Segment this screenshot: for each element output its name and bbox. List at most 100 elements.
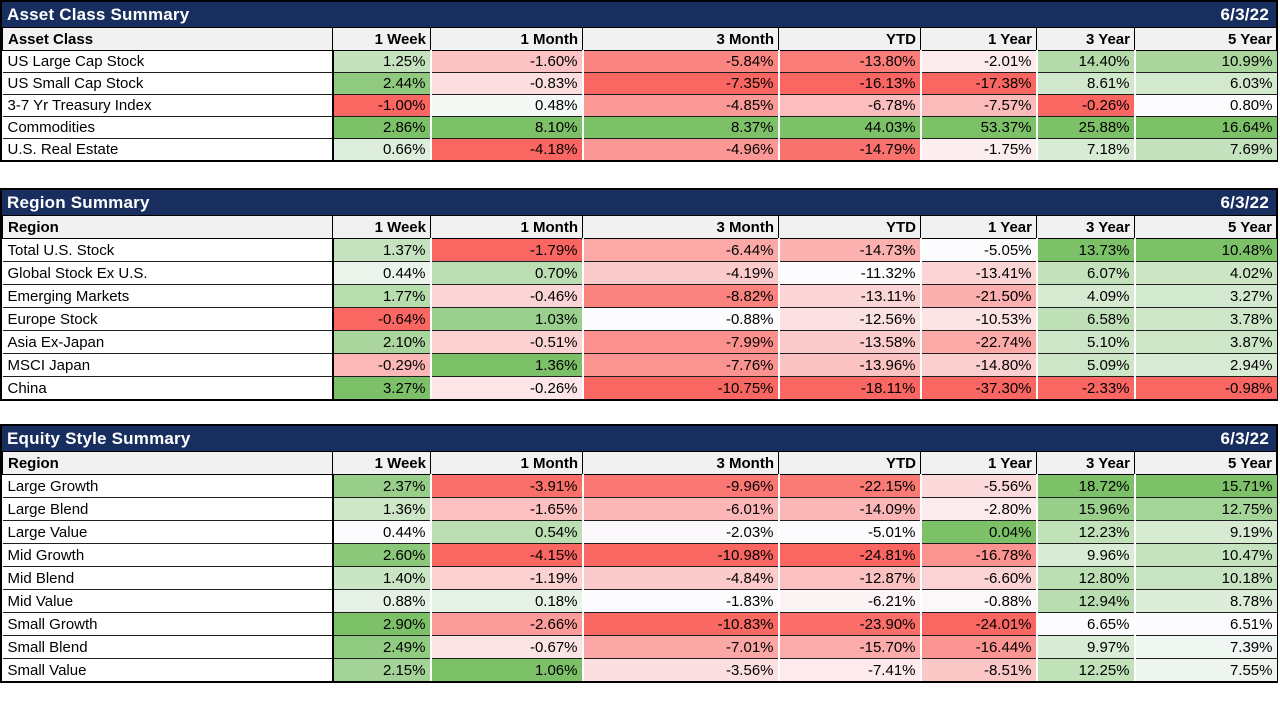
value-cell: 13.73% [1035,238,1136,262]
row-label: Mid Value [2,589,334,613]
row-label: 3-7 Yr Treasury Index [2,94,334,117]
value-cell: 3.87% [1133,330,1277,354]
value-cell: 15.71% [1133,474,1277,498]
value-cell: -22.74% [919,330,1038,354]
value-cell: 3.78% [1133,307,1277,331]
column-header: 3 Year [1036,216,1135,239]
value-cell: 5.09% [1035,353,1136,377]
value-cell: 12.94% [1035,589,1136,613]
row-label: Large Blend [2,497,334,521]
table-row: Total U.S. Stock 1.37% -1.79% -6.44% -14.73%… [2,238,1277,262]
value-cell: -21.50% [919,284,1038,308]
column-header: 1 Week [332,216,431,239]
value-cell: -23.90% [777,612,922,636]
value-cell: -0.98% [1133,376,1277,399]
value-cell: -4.18% [429,138,584,160]
value-cell: 1.25% [331,50,432,73]
value-cell: -3.91% [429,474,584,498]
row-label: US Large Cap Stock [2,50,334,73]
value-cell: -2.03% [581,520,780,544]
value-cell: 1.03% [429,307,584,331]
table-row: Mid Value 0.88% 0.18% -1.83% -6.21% -0.88% 12.… [2,589,1277,613]
report-date: 6/3/22 [1220,4,1269,24]
value-cell: -16.78% [919,543,1038,567]
header-row: Region 1 Week 1 Month 3 Month YTD 1 Year 3 Ye… [2,216,1277,239]
label-column-header: Region [2,216,333,239]
panel-title: Equity Style Summary [7,428,191,448]
value-cell: 8.78% [1133,589,1277,613]
value-cell: -7.01% [581,635,780,659]
header-row: Region 1 Week 1 Month 3 Month YTD 1 Year 3 Ye… [2,452,1277,475]
region-titlebar: Region Summary 6/3/22 [2,190,1276,216]
row-label: Large Growth [2,474,334,498]
column-header: 5 Year [1134,28,1277,51]
value-cell: -1.19% [429,566,584,590]
value-cell: -18.11% [777,376,922,399]
value-cell: 25.88% [1035,116,1136,139]
value-cell: -10.83% [581,612,780,636]
value-cell: 7.39% [1133,635,1277,659]
row-label: Small Blend [2,635,334,659]
row-label: Asia Ex-Japan [2,330,334,354]
value-cell: -0.26% [1035,94,1136,117]
value-cell: 0.48% [429,94,584,117]
table-row: Europe Stock -0.64% 1.03% -0.88% -12.56% -10.… [2,307,1277,331]
column-header: 1 Month [430,28,583,51]
value-cell: 6.07% [1035,261,1136,285]
value-cell: -10.53% [919,307,1038,331]
value-cell: -13.96% [777,353,922,377]
panel-title: Asset Class Summary [7,4,190,24]
column-header: YTD [778,452,921,475]
value-cell: 0.18% [429,589,584,613]
column-header: 3 Month [582,28,779,51]
value-cell: -1.79% [429,238,584,262]
row-label: US Small Cap Stock [2,72,334,95]
equity-style-summary-panel: Equity Style Summary 6/3/22 Region 1 Wee… [0,424,1278,683]
column-header: 1 Month [430,216,583,239]
row-label: U.S. Real Estate [2,138,334,160]
value-cell: -2.33% [1035,376,1136,399]
value-cell: -4.15% [429,543,584,567]
value-cell: -13.41% [919,261,1038,285]
value-cell: -1.83% [581,589,780,613]
table-row: Emerging Markets 1.77% -0.46% -8.82% -13.11%… [2,284,1277,308]
asset-class-summary-panel: Asset Class Summary 6/3/22 Asset Class 1… [0,0,1278,162]
asset-class-titlebar: Asset Class Summary 6/3/22 [2,2,1276,28]
row-label: MSCI Japan [2,353,334,377]
column-header: 3 Month [582,216,779,239]
value-cell: 2.37% [331,474,432,498]
value-cell: 1.37% [331,238,432,262]
value-cell: -7.76% [581,353,780,377]
column-header: 1 Year [920,28,1037,51]
value-cell: 0.04% [919,520,1038,544]
value-cell: -24.81% [777,543,922,567]
value-cell: 3.27% [1133,284,1277,308]
value-cell: -4.84% [581,566,780,590]
value-cell: 1.40% [331,566,432,590]
table-row: MSCI Japan -0.29% 1.36% -7.76% -13.96% -14.80… [2,353,1277,377]
value-cell: -22.15% [777,474,922,498]
value-cell: -12.87% [777,566,922,590]
column-header: YTD [778,28,921,51]
value-cell: 7.69% [1133,138,1277,160]
value-cell: -2.80% [919,497,1038,521]
equity-style-table: Region 1 Week 1 Month 3 Month YTD 1 Year 3 Ye… [2,452,1277,681]
value-cell: -24.01% [919,612,1038,636]
value-cell: -1.65% [429,497,584,521]
value-cell: -12.56% [777,307,922,331]
row-label: Commodities [2,116,334,139]
value-cell: -5.56% [919,474,1038,498]
value-cell: 0.44% [331,520,432,544]
value-cell: -2.01% [919,50,1038,73]
value-cell: 4.09% [1035,284,1136,308]
equity-style-titlebar: Equity Style Summary 6/3/22 [2,426,1276,452]
row-label: China [2,376,334,399]
value-cell: 15.96% [1035,497,1136,521]
value-cell: -17.38% [919,72,1038,95]
value-cell: 1.77% [331,284,432,308]
value-cell: -37.30% [919,376,1038,399]
value-cell: -7.35% [581,72,780,95]
value-cell: 0.66% [331,138,432,160]
value-cell: 0.54% [429,520,584,544]
value-cell: -14.80% [919,353,1038,377]
